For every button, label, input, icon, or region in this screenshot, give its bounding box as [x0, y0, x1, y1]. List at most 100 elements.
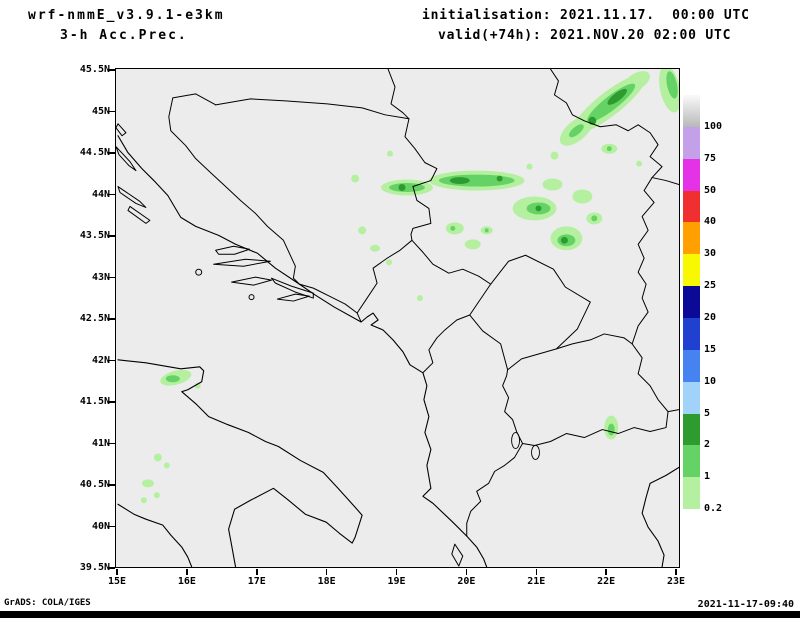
colorbar-segment	[683, 126, 700, 159]
country-borders	[168, 69, 679, 537]
island-mljet	[276, 293, 310, 302]
colorbar-level-label: 20	[704, 312, 717, 323]
colorbar-level-label: 50	[704, 184, 717, 196]
island-brac	[215, 245, 251, 255]
colorbar-level-label: 15	[704, 343, 717, 355]
valid-time: valid(+74h): 2021.NOV.20 02:00 UTC	[438, 28, 732, 43]
island-hvar	[213, 258, 271, 267]
lat-tick-label: 44.5N	[79, 147, 110, 158]
island-kornati	[127, 205, 151, 224]
aegean-coastline	[641, 466, 679, 567]
lon-tick-label: 22E	[597, 576, 616, 587]
colorbar-level-label: 10	[704, 375, 717, 387]
colorbar-segment	[683, 413, 700, 446]
colorbar-level-label: 100	[704, 120, 723, 132]
lon-tick-label: 17E	[247, 576, 266, 587]
creation-timestamp: 2021-11-17-09:40	[697, 599, 794, 610]
grads-credit: GrADS: COLA/IGES	[4, 598, 91, 608]
lat-tick-mark	[108, 193, 115, 196]
border-montenegro-albania	[422, 314, 471, 374]
colorbar-level-label: 1	[704, 471, 711, 483]
lat-tick-mark	[108, 359, 115, 362]
border-albania-greece	[466, 442, 524, 537]
model-title: wrf-nmmE_v3.9.1-e3km	[28, 8, 225, 23]
border-serbia-bulgaria	[631, 177, 655, 345]
colorbar-segment	[683, 318, 700, 350]
italy-tyrrhenian-coastline	[117, 503, 193, 567]
island-korcula	[231, 276, 272, 286]
lon-tick-mark	[675, 569, 677, 575]
lat-tick-label: 43N	[91, 271, 110, 283]
colorbar-level-label: 0.2	[704, 503, 723, 515]
lon-tick-label: 15E	[107, 576, 127, 587]
border-sava-bosnia-north	[215, 98, 410, 120]
colorbar-segment	[683, 254, 700, 287]
colorbar-segment	[683, 222, 700, 255]
colorbar-segment	[683, 477, 700, 510]
lat-tick-label: 45N	[91, 105, 110, 117]
lat-tick-label: 41N	[91, 437, 110, 449]
lon-tick-label: 20E	[457, 576, 476, 587]
lon-tick-label: 23E	[666, 576, 686, 587]
peljesac-peninsula	[270, 277, 314, 299]
colorbar-level-label: 75	[704, 152, 717, 164]
lon-tick-label: 18E	[317, 576, 336, 587]
init-time: initialisation: 2021.11.17. 00:00 UTC	[422, 8, 750, 23]
colorbar-segment	[683, 158, 700, 191]
lat-tick-mark	[108, 152, 115, 154]
border-north-macedonia	[502, 333, 669, 446]
lon-tick-mark	[116, 569, 118, 575]
island-lastovo	[248, 294, 255, 301]
map-canvas	[116, 69, 679, 567]
colorbar-segment	[683, 95, 700, 127]
border-montenegro-serbia	[411, 239, 492, 285]
precip-medium-shading	[165, 71, 678, 436]
border-croatia-bosnia-west	[168, 93, 300, 285]
lon-tick-label: 16E	[177, 576, 196, 587]
lat-tick-label: 44N	[91, 188, 110, 200]
adriatic-balkan-coastline	[117, 135, 488, 567]
precip-heavy-shading	[398, 88, 627, 244]
italy-adriatic-coastline	[117, 359, 363, 567]
lat-tick-mark	[108, 69, 115, 71]
colorbar-segment	[683, 445, 700, 478]
lon-tick-label: 21E	[527, 576, 546, 587]
coastlines	[116, 123, 679, 567]
border-kosovo	[469, 254, 591, 371]
lon-tick-mark	[535, 569, 537, 575]
border-serbia-romania-danube	[549, 69, 679, 186]
lat-tick-mark	[108, 567, 115, 569]
lon-tick-mark	[395, 569, 398, 575]
lat-tick-mark	[108, 484, 115, 486]
precip-light-shading	[140, 69, 679, 504]
lat-tick-label: 39.5N	[79, 562, 110, 573]
colorbar-level-label: 25	[704, 280, 717, 292]
lakes	[511, 432, 540, 460]
border-croatia-serbia	[387, 69, 410, 120]
lat-tick-label: 40.5N	[79, 479, 110, 490]
lon-tick-mark	[325, 569, 328, 575]
lat-tick-label: 42.5N	[79, 313, 110, 324]
bottom-bar	[0, 611, 800, 618]
lon-tick-mark	[605, 569, 607, 575]
lat-tick-mark	[108, 318, 115, 320]
island-pag	[116, 146, 137, 172]
lat-tick-label: 40N	[91, 520, 110, 532]
map-panel	[115, 68, 680, 568]
colorbar-segment	[683, 190, 700, 223]
lon-tick-mark	[256, 569, 258, 575]
colorbar-level-label: 30	[704, 248, 717, 260]
colorbar-segment	[683, 381, 700, 414]
border-bosnia-croatia-south	[298, 283, 358, 314]
lat-tick-mark	[108, 442, 115, 445]
lat-tick-label: 41.5N	[79, 396, 110, 407]
island-corfu	[451, 543, 464, 567]
colorbar-level-label: 5	[704, 407, 711, 419]
lat-tick-label: 43.5N	[79, 230, 110, 241]
border-croatia-montenegro	[356, 312, 362, 323]
lat-tick-mark	[108, 110, 115, 113]
lon-tick-mark	[465, 569, 468, 575]
colorbar-level-label: 40	[704, 216, 717, 228]
lat-tick-mark	[108, 401, 115, 403]
